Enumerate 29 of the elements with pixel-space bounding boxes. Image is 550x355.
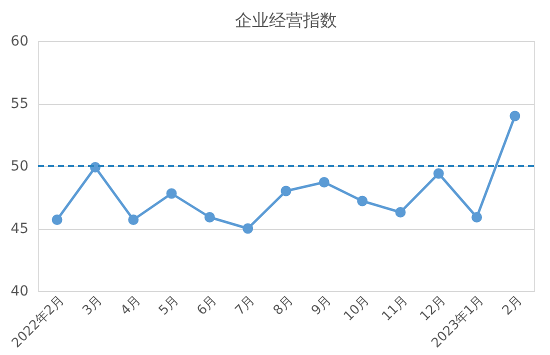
x-tick-label: 4月 xyxy=(118,292,144,318)
x-tick-label: 9月 xyxy=(308,292,335,318)
chart-title: 企业经营指数 xyxy=(235,11,337,31)
y-tick-label: 40 xyxy=(10,284,28,300)
x-tick-label: 12月 xyxy=(418,292,450,324)
point xyxy=(128,214,139,225)
point xyxy=(433,168,444,179)
point xyxy=(357,196,368,206)
y-tick-label: 50 xyxy=(10,158,28,174)
point xyxy=(510,110,520,122)
y-tick-label: 60 xyxy=(10,34,28,50)
y-tick-label: 55 xyxy=(10,96,28,112)
x-tick-label: 11月 xyxy=(379,292,411,324)
point xyxy=(280,186,292,196)
point xyxy=(318,177,330,188)
x-tick-label: 7月 xyxy=(232,292,258,318)
point xyxy=(204,212,215,222)
x-tick-label: 8月 xyxy=(270,292,296,318)
x-tick-label: 5月 xyxy=(156,292,182,318)
x-tick-label: 10月 xyxy=(341,292,373,324)
x-tick-label: 6月 xyxy=(194,292,220,318)
point xyxy=(52,214,62,225)
point xyxy=(166,188,177,199)
point xyxy=(472,212,482,222)
x-tick-label: 2月 xyxy=(500,292,526,318)
x-tick-label: 3月 xyxy=(80,292,106,318)
point xyxy=(242,223,254,234)
point xyxy=(395,207,406,218)
y-tick-label: 45 xyxy=(10,221,28,237)
